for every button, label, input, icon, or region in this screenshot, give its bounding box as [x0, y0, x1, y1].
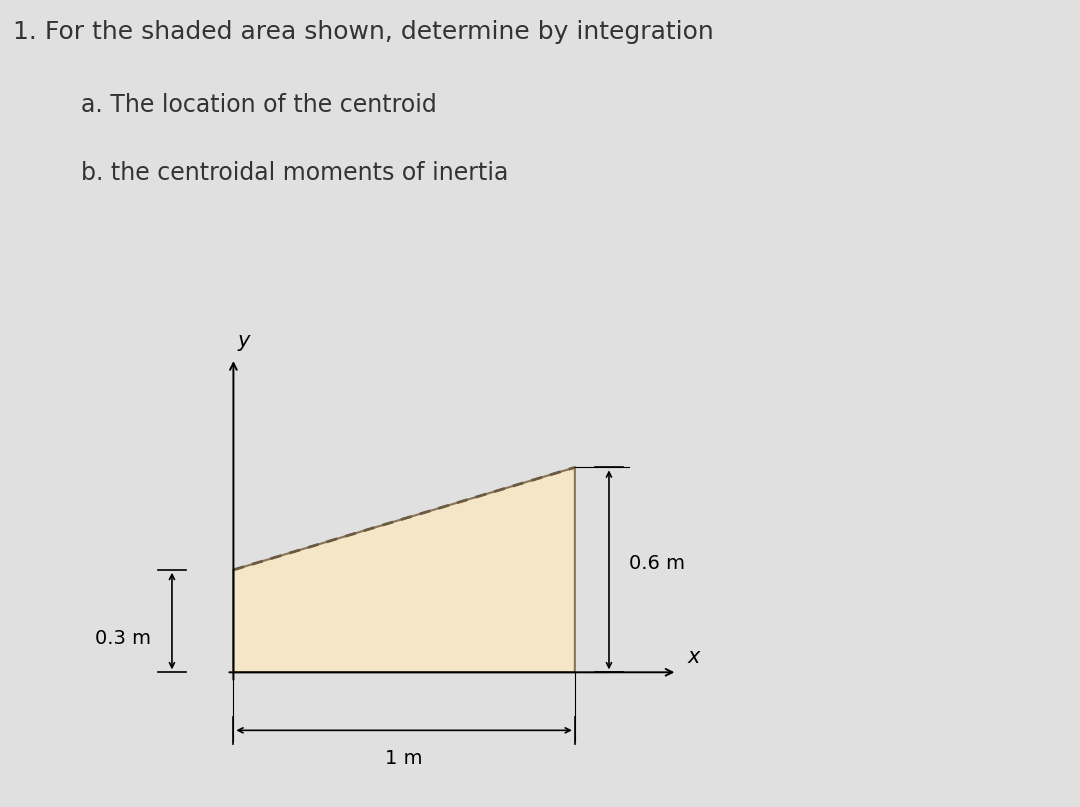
- Text: 1. For the shaded area shown, determine by integration: 1. For the shaded area shown, determine …: [13, 20, 714, 44]
- Text: y: y: [238, 332, 249, 351]
- Text: 0.3 m: 0.3 m: [95, 629, 151, 648]
- Text: 1 m: 1 m: [386, 749, 423, 768]
- Text: x: x: [688, 647, 700, 667]
- Text: b. the centroidal moments of inertia: b. the centroidal moments of inertia: [81, 161, 509, 186]
- Text: 0.6 m: 0.6 m: [630, 554, 686, 572]
- Polygon shape: [233, 467, 575, 672]
- Text: a. The location of the centroid: a. The location of the centroid: [81, 93, 436, 117]
